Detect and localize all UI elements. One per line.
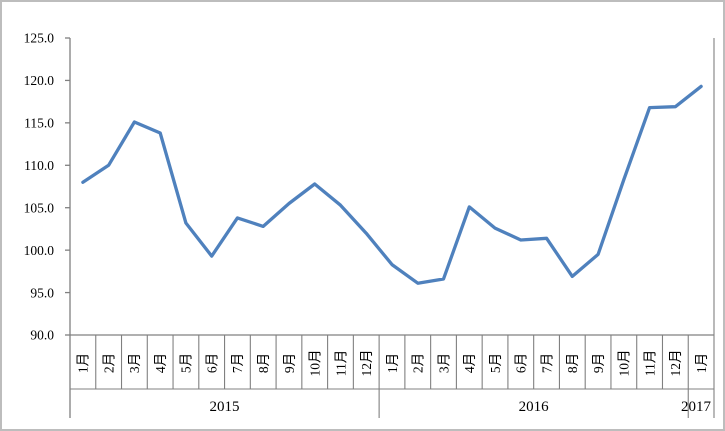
y-tick-label: 100.0 xyxy=(24,243,55,258)
month-label: 10月 xyxy=(617,350,632,377)
month-label: 4月 xyxy=(153,353,168,373)
month-label: 11月 xyxy=(333,350,348,377)
month-label: 10月 xyxy=(308,350,323,377)
month-label: 1月 xyxy=(694,353,709,373)
month-label: 8月 xyxy=(565,353,580,373)
month-label: 1月 xyxy=(76,353,91,373)
data-line-series xyxy=(81,84,703,285)
y-tick-label: 95.0 xyxy=(30,285,54,300)
month-label: 1月 xyxy=(385,353,400,373)
y-tick-label: 105.0 xyxy=(24,200,55,215)
y-tick-label: 90.0 xyxy=(30,328,54,343)
month-label: 11月 xyxy=(642,350,657,377)
month-label: 9月 xyxy=(282,353,297,373)
year-label: 2017 xyxy=(681,399,712,415)
month-label: 3月 xyxy=(436,353,451,373)
y-tick-label: 120.0 xyxy=(24,73,55,88)
month-label: 8月 xyxy=(256,353,271,373)
y-tick-label: 125.0 xyxy=(24,31,55,46)
y-tick-label: 115.0 xyxy=(24,116,54,131)
month-label: 12月 xyxy=(668,350,683,377)
month-label: 6月 xyxy=(514,353,529,373)
year-label: 2016 xyxy=(519,399,550,415)
month-label: 9月 xyxy=(591,353,606,373)
month-label: 3月 xyxy=(127,353,142,373)
month-label: 2月 xyxy=(411,353,426,373)
month-label: 7月 xyxy=(539,353,554,373)
month-label: 5月 xyxy=(488,353,503,373)
month-label: 4月 xyxy=(462,353,477,373)
year-label: 2015 xyxy=(210,399,240,415)
month-label: 2月 xyxy=(101,353,116,373)
month-label: 12月 xyxy=(359,350,374,377)
y-tick-label: 110.0 xyxy=(24,158,54,173)
month-label: 5月 xyxy=(179,353,194,373)
month-label: 7月 xyxy=(230,353,245,373)
month-label: 6月 xyxy=(204,353,219,373)
